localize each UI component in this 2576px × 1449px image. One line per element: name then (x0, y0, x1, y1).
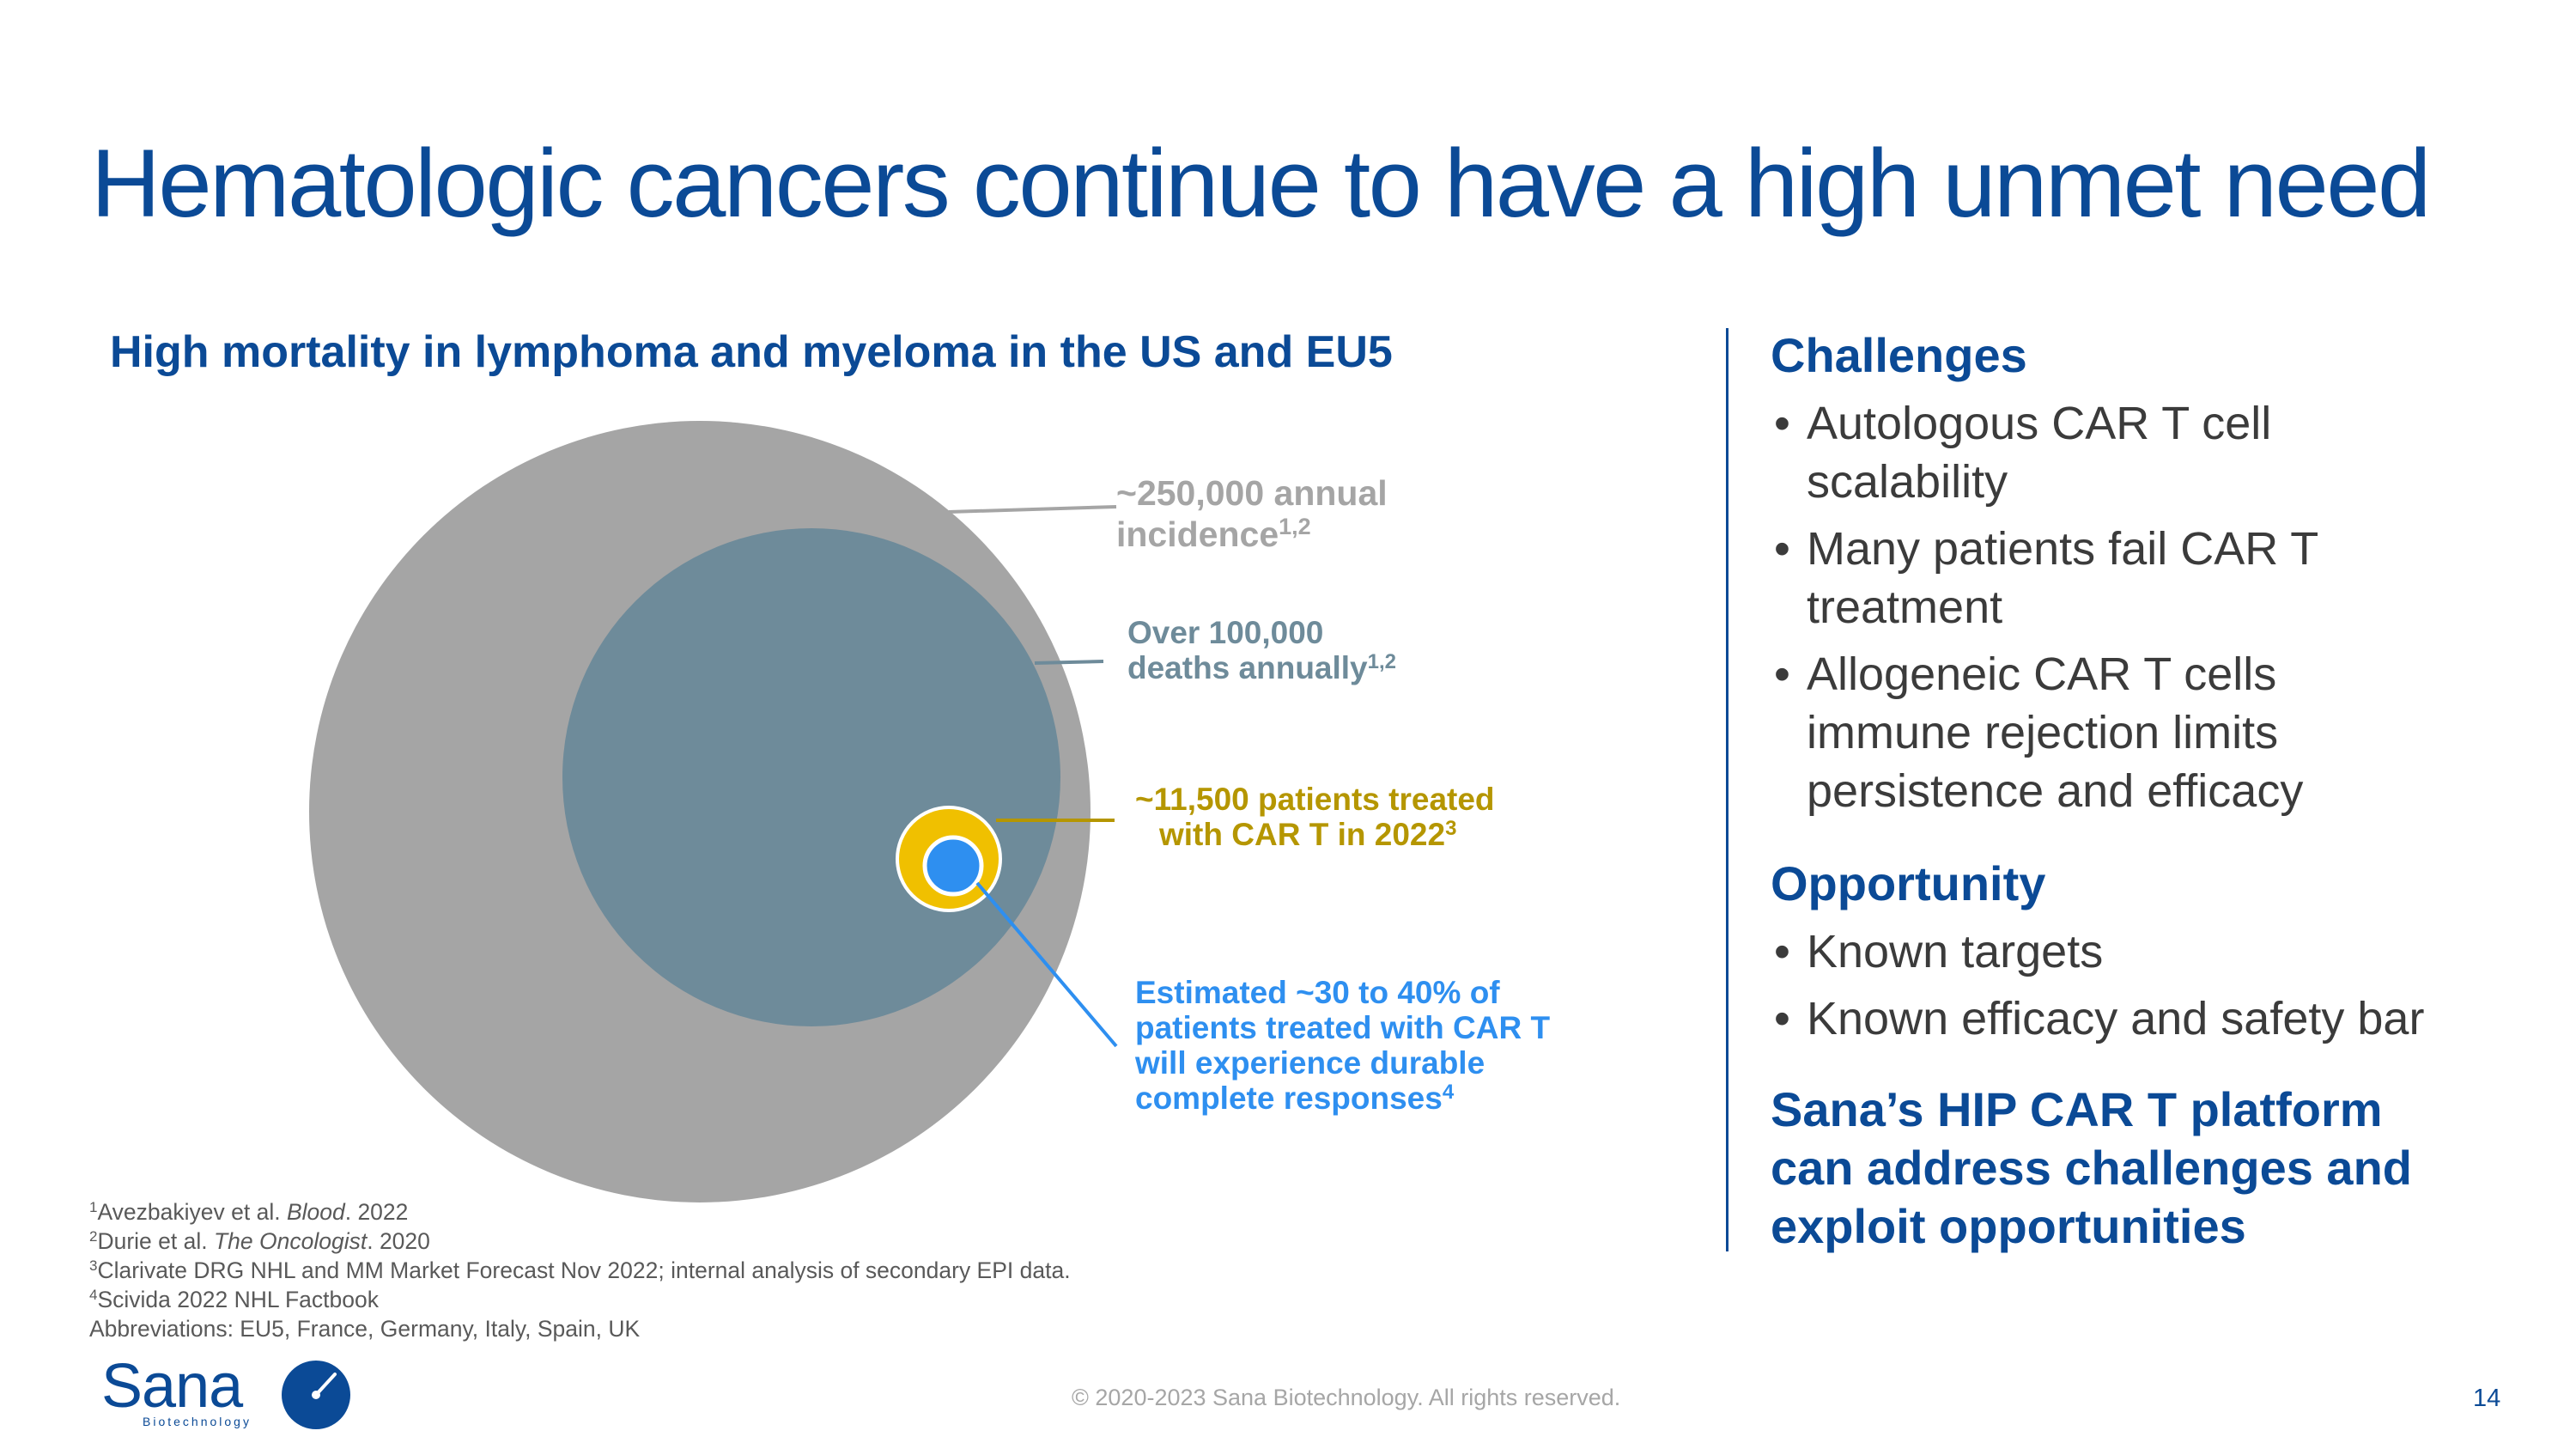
responses-superscript: 4 (1442, 1081, 1455, 1104)
challenge-text: scalability (1807, 456, 2008, 508)
opportunity-list: • Known targets • Known efficacy and saf… (1771, 922, 2543, 1048)
incidence-superscript: 1,2 (1279, 514, 1311, 539)
bullet-icon: • (1774, 926, 1790, 978)
challenge-text: persistence and efficacy (1807, 765, 2304, 818)
challenges-list: • Autologous CAR T cell scalability • Ma… (1771, 394, 2543, 820)
deaths-label-line1: Over 100,000 (1127, 615, 1324, 650)
conclusion-line: can address challenges and (1771, 1141, 2412, 1196)
logo-subtitle: Biotechnology (143, 1415, 252, 1428)
bullet-icon: • (1774, 398, 1790, 450)
responses-label-line3: will experience durable (1135, 1045, 1485, 1081)
clock-circle-icon (282, 1361, 350, 1429)
challenge-text: Allogeneic CAR T cells (1807, 648, 2277, 701)
conclusion-line: Sana’s HIP CAR T platform (1771, 1082, 2383, 1137)
bullet-icon: • (1774, 523, 1790, 575)
treated-superscript: 3 (1445, 817, 1457, 840)
opportunity-item: • Known efficacy and safety bar (1771, 989, 2543, 1048)
incidence-leader-line (948, 505, 1117, 514)
deaths-leader-line (1034, 660, 1104, 665)
deaths-label-line2: deaths annually (1127, 650, 1368, 685)
right-panel: Challenges • Autologous CAR T cell scala… (1771, 326, 2543, 1256)
challenge-text: immune rejection limits (1807, 707, 2279, 759)
durable-response-label: Estimated ~30 to 40% of patients treated… (1135, 975, 1550, 1116)
challenge-text: treatment (1807, 581, 2003, 634)
vertical-divider (1726, 328, 1728, 1251)
sana-logo: Sana Biotechnology (101, 1357, 350, 1429)
challenges-heading: Challenges (1771, 328, 2027, 382)
responses-label-line2: patients treated with CAR T (1135, 1010, 1551, 1045)
challenge-item: • Allogeneic CAR T cells immune rejectio… (1771, 645, 2543, 820)
challenge-item: • Many patients fail CAR T treatment (1771, 520, 2543, 636)
deaths-superscript: 1,2 (1367, 650, 1397, 673)
page-number: 14 (2473, 1385, 2501, 1412)
footnotes: 1Avezbakiyev et al. Blood. 2022 2Durie e… (89, 1197, 1071, 1343)
challenge-item: • Autologous CAR T cell scalability (1771, 394, 2543, 511)
footnote-1: 1Avezbakiyev et al. Blood. 2022 (89, 1199, 409, 1225)
responses-label-line4: complete responses (1135, 1081, 1443, 1116)
incidence-label-line1: ~250,000 annual (1116, 473, 1388, 513)
deaths-circle (562, 528, 1060, 1026)
footnote-3: 3Clarivate DRG NHL and MM Market Forecas… (89, 1257, 1071, 1283)
conclusion-text: Sana’s HIP CAR T platform can address ch… (1771, 1081, 2543, 1256)
slide-title: Hematologic cancers continue to have a h… (91, 130, 2431, 237)
treated-label-line1: ~11,500 patients treated (1135, 782, 1495, 817)
footnote-2: 2Durie et al. The Oncologist. 2020 (89, 1228, 430, 1254)
bullet-icon: • (1774, 993, 1790, 1045)
logo-wordmark: Sana (101, 1357, 244, 1421)
incidence-label-line2: incidence (1116, 514, 1279, 554)
treated-label-line2: with CAR T in 2022 (1159, 817, 1446, 852)
abbreviations-note: Abbreviations: EU5, France, Germany, Ita… (89, 1316, 641, 1342)
incidence-label: ~250,000 annual incidence1,2 (1116, 472, 1388, 555)
challenge-text: Autologous CAR T cell (1807, 398, 2272, 450)
bullet-icon: • (1774, 648, 1790, 701)
opportunity-text: Known efficacy and safety bar (1807, 993, 2425, 1045)
deaths-label: Over 100,000 deaths annually1,2 (1127, 615, 1396, 685)
challenge-text: Many patients fail CAR T (1807, 523, 2319, 575)
left-section-heading: High mortality in lymphoma and myeloma i… (110, 327, 1393, 377)
responses-leader-line (975, 881, 1118, 1048)
footnote-4: 4Scivida 2022 NHL Factbook (89, 1287, 379, 1312)
conclusion-line: exploit opportunities (1771, 1199, 2246, 1254)
opportunity-item: • Known targets (1771, 922, 2543, 981)
copyright-notice: © 2020-2023 Sana Biotechnology. All righ… (1072, 1385, 1621, 1410)
opportunity-text: Known targets (1807, 926, 2104, 978)
durable-response-circle (922, 835, 984, 897)
responses-label-line1: Estimated ~30 to 40% of (1135, 975, 1500, 1010)
opportunity-heading: Opportunity (1771, 856, 2046, 911)
car-t-treated-label: ~11,500 patients treated with CAR T in 2… (1135, 782, 1495, 852)
